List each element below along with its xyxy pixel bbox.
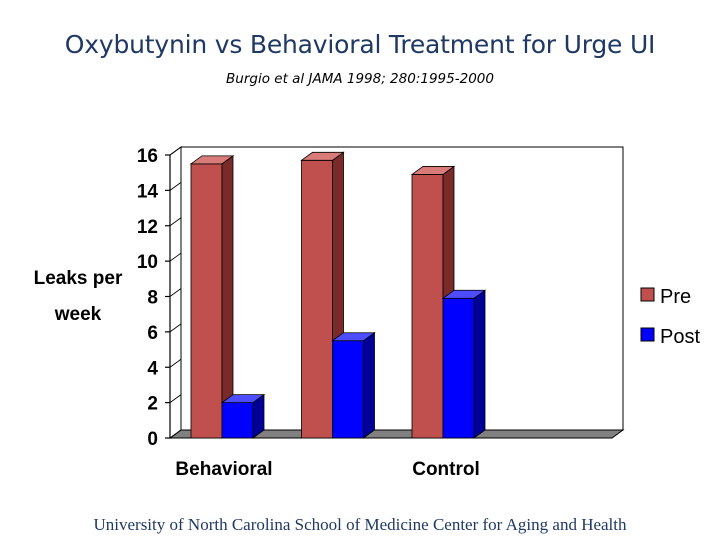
axes-layer: [165, 146, 625, 439]
legend-label-pre: Pre: [660, 286, 691, 308]
bar-post-1: [220, 393, 266, 439]
legend-swatch-post: [640, 327, 655, 342]
y-tick-label: 10: [137, 252, 158, 273]
y-tick-label: 6: [147, 323, 158, 344]
bar-post-1-top: [220, 394, 266, 404]
bar-post-3: [441, 289, 487, 439]
slide-footer: University of North Carolina School of M…: [93, 515, 627, 534]
y-tick-label: 0: [147, 429, 158, 450]
legend-layer: Pre Post: [640, 286, 700, 348]
y-tick-label: 4: [147, 358, 158, 379]
y-axis-title-line2: week: [54, 304, 102, 325]
bar-post-3-front: [442, 297, 475, 439]
slide-subtitle: Burgio et al JAMA 1998; 280:1995-2000: [226, 71, 494, 87]
y-tick-label: 2: [147, 394, 158, 415]
y-tick-label: 12: [137, 217, 158, 238]
bar-post-2-top: [331, 332, 376, 342]
legend-label-post: Post: [660, 326, 700, 348]
bar-pre-3-top: [410, 166, 456, 175]
y-tick-depth: [169, 394, 182, 403]
bar-post-3-top: [441, 289, 487, 299]
y-tick-depth: [169, 358, 182, 368]
x-category-label-control: Control: [412, 459, 480, 480]
y-tick-depth: [169, 323, 182, 333]
bar-post-2: [331, 331, 376, 439]
bar-pre-1-front: [190, 163, 223, 439]
bar-pre-3-front: [411, 174, 444, 439]
labels-layer: 0 2 4 6 8 10 12 14 16 Leaks per week Behavioral Cont…: [34, 146, 480, 480]
bar-pre-2-front: [301, 159, 333, 439]
slide-title: Oxybutynin vs Behavioral Treatment for U…: [64, 30, 656, 59]
chart-back-wall: [180, 146, 624, 431]
y-tick-depth: [169, 252, 182, 262]
y-tick-depth: [169, 429, 182, 439]
y-tick-depth: [169, 146, 182, 156]
y-tick-label: 14: [137, 181, 159, 202]
bar-post-1-front: [221, 402, 254, 439]
y-tick-label: 16: [137, 146, 158, 167]
y-tick-depth: [169, 288, 182, 297]
legend-swatch-pre: [640, 287, 655, 302]
y-tick-depth: [169, 182, 182, 191]
bar-post-3-side: [473, 289, 486, 439]
bars-layer: [189, 151, 487, 439]
y-tick-depth: [169, 217, 182, 227]
x-category-label-behavioral: Behavioral: [175, 459, 272, 480]
y-axis-title-line1: Leaks per: [34, 268, 123, 289]
bar-pre-1-top: [189, 155, 235, 165]
bar-post-2-side: [363, 331, 375, 439]
bar-pre-2-top: [300, 151, 345, 161]
y-tick-label: 8: [147, 288, 158, 309]
bar-post-2-front: [332, 340, 364, 439]
bar-pre-1: [189, 155, 235, 439]
